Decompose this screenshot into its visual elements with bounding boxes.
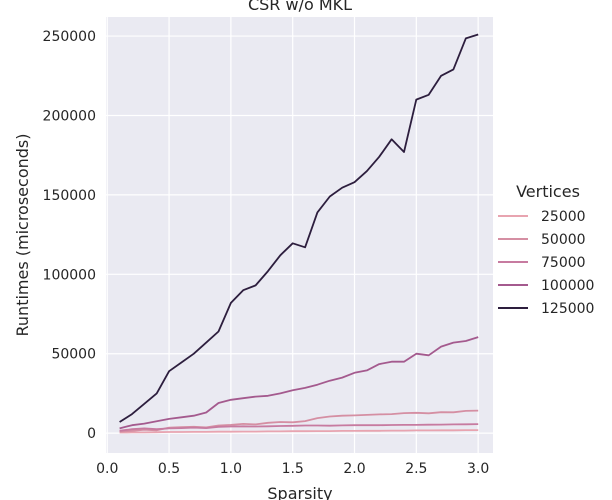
y-tick-label: 50000 [51, 347, 96, 363]
series-line-50000 [119, 409, 479, 433]
series-line-100000 [119, 336, 479, 430]
legend-label-125000: 125000 [541, 301, 594, 317]
x-tick-label: 2.0 [343, 461, 365, 477]
y-axis-label: Runtimes (microseconds) [13, 134, 32, 337]
chart-title: CSR w/o MKL [248, 0, 352, 14]
legend-label-25000: 25000 [541, 209, 586, 225]
x-ticks: 0.0 0.5 1.0 1.5 2.0 2.5 3.0 [96, 461, 489, 477]
legend-title: Vertices [516, 182, 580, 201]
y-tick-label: 150000 [43, 188, 96, 204]
x-tick-label: 1.5 [282, 461, 304, 477]
x-tick-label: 2.5 [405, 461, 427, 477]
x-axis-label: Sparsity [267, 484, 332, 500]
y-tick-label: 200000 [43, 108, 96, 124]
y-tick-label: 0 [87, 426, 96, 442]
series-line-125000 [119, 33, 479, 423]
legend-label-75000: 75000 [541, 255, 586, 271]
series-line-75000 [119, 423, 479, 432]
series-lines [119, 33, 479, 434]
x-tick-label: 0.0 [96, 461, 118, 477]
plot-background [106, 17, 493, 453]
x-tick-label: 1.0 [220, 461, 242, 477]
grid [106, 17, 493, 453]
y-tick-label: 100000 [43, 267, 96, 283]
legend-label-50000: 50000 [541, 232, 586, 248]
x-tick-label: 3.0 [467, 461, 489, 477]
y-ticks: 0 50000 100000 150000 200000 250000 [43, 29, 96, 442]
series-line-25000 [119, 429, 479, 434]
x-tick-label: 0.5 [158, 461, 180, 477]
legend: Vertices 25000 50000 75000 100000 125000 [498, 182, 594, 317]
y-tick-label: 250000 [43, 29, 96, 45]
legend-label-100000: 100000 [541, 278, 594, 294]
